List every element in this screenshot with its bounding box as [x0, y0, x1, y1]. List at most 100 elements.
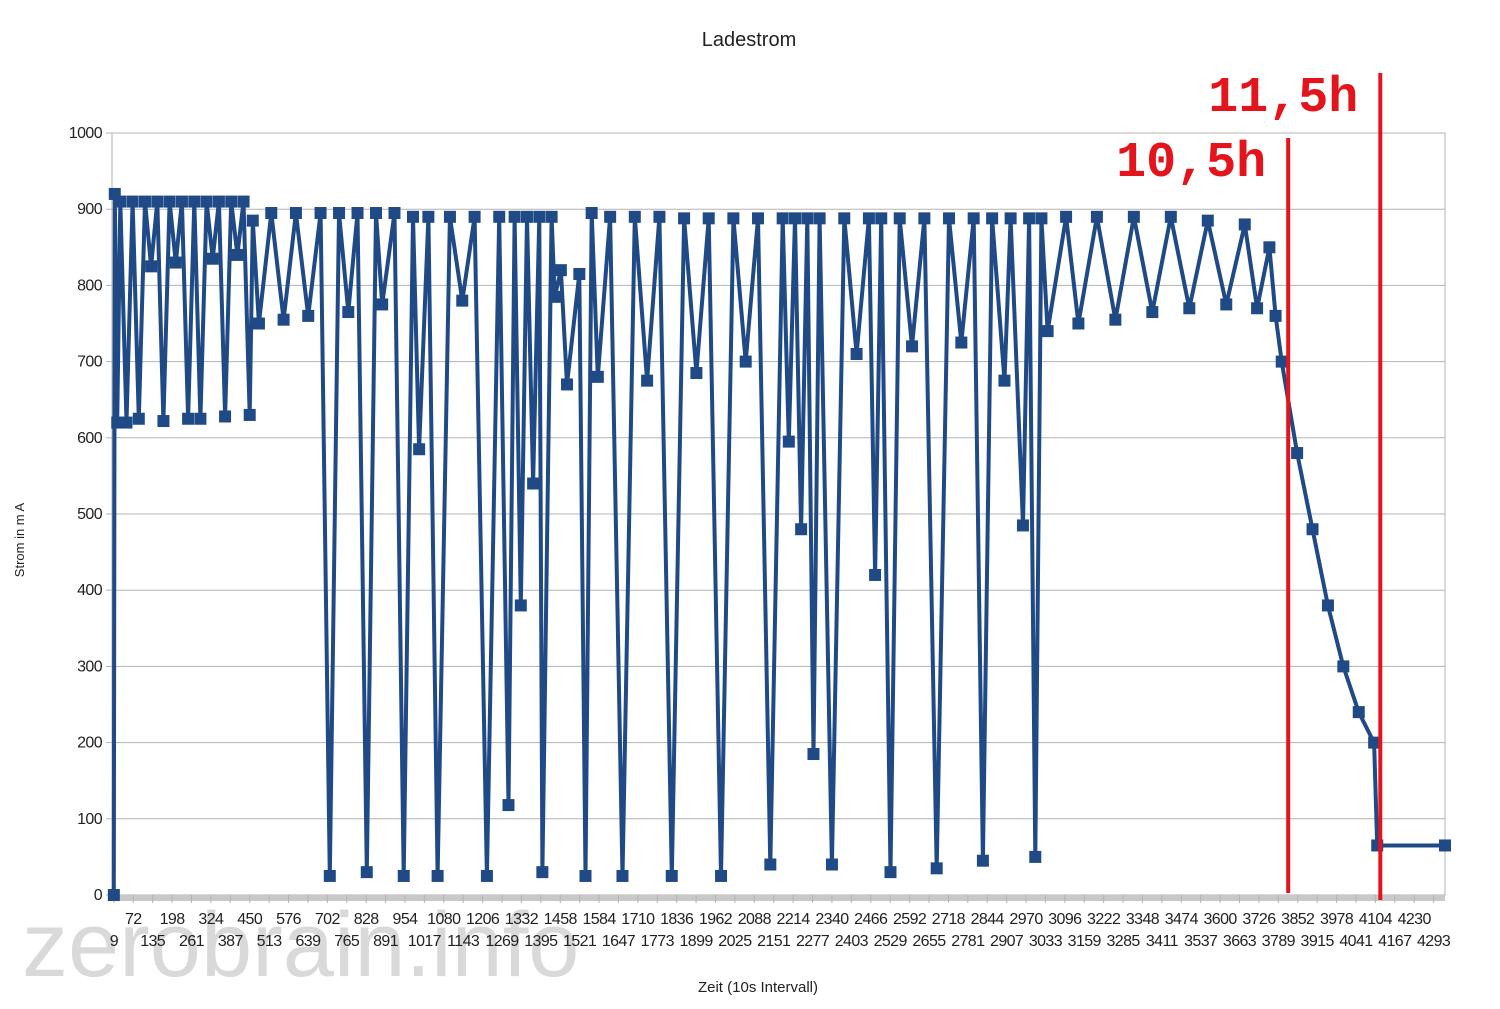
data-point: [151, 195, 164, 208]
data-point: [138, 195, 151, 208]
data-point: [930, 862, 943, 875]
data-point: [616, 869, 629, 882]
data-point: [360, 866, 373, 879]
data-point: [591, 370, 604, 383]
data-point: [918, 212, 931, 225]
data-point: [1306, 523, 1319, 536]
chart-title: Ladestrom: [702, 29, 797, 51]
data-point: [702, 212, 715, 225]
data-point: [388, 207, 401, 220]
x-tick-label: 1584: [582, 911, 616, 928]
x-tick-label: 1647: [602, 933, 636, 950]
data-point: [502, 799, 515, 812]
data-point: [206, 252, 219, 265]
x-tick-label: 2403: [835, 933, 869, 950]
x-tick-label: 1332: [505, 911, 539, 928]
data-point: [376, 298, 389, 311]
x-tick-label: 4104: [1359, 911, 1393, 928]
data-point: [1275, 355, 1288, 368]
data-point: [265, 207, 278, 220]
x-tick-label: 4041: [1339, 933, 1373, 950]
data-point: [727, 212, 740, 225]
data-point: [370, 207, 383, 220]
data-point: [875, 212, 888, 225]
data-point: [1183, 302, 1196, 315]
data-point: [145, 260, 158, 273]
data-point: [456, 294, 469, 307]
data-point: [520, 210, 533, 223]
x-tick-label: 4167: [1378, 933, 1412, 950]
y-tick-label: 500: [77, 506, 103, 523]
x-tick-label: 3033: [1029, 933, 1063, 950]
x-tick-label: 450: [237, 911, 263, 928]
data-point: [1263, 241, 1276, 254]
data-point: [955, 336, 968, 349]
data-point: [1016, 519, 1029, 532]
y-tick-label: 800: [77, 277, 103, 294]
y-tick-label: 400: [77, 582, 103, 599]
data-point: [986, 212, 999, 225]
data-point: [573, 267, 586, 280]
x-axis-band: [112, 895, 1445, 901]
data-point: [788, 212, 801, 225]
data-point: [1291, 447, 1304, 460]
data-point: [1439, 839, 1451, 852]
x-tick-label: 891: [373, 933, 399, 950]
x-tick-label: 2277: [796, 933, 830, 950]
data-point: [1220, 298, 1233, 311]
x-tick-label: 9: [110, 933, 119, 950]
data-point: [1368, 736, 1381, 749]
data-point: [413, 443, 426, 456]
x-tick-label: 765: [334, 933, 360, 950]
data-point: [893, 212, 906, 225]
x-tick-label: 2088: [738, 911, 772, 928]
data-point: [194, 412, 207, 425]
x-tick-label: 2592: [893, 911, 927, 928]
annotation-label: 11,5h: [1208, 70, 1358, 127]
x-tick-label: 3663: [1223, 933, 1257, 950]
annotation-label: 10,5h: [1116, 135, 1266, 192]
data-point: [200, 195, 213, 208]
x-tick-label: 3537: [1184, 933, 1218, 950]
x-tick-label: 135: [140, 933, 166, 950]
data-point: [443, 210, 456, 223]
data-point: [884, 866, 897, 879]
data-point: [628, 210, 641, 223]
data-point: [289, 207, 302, 220]
data-point: [1035, 212, 1048, 225]
data-point: [715, 869, 728, 882]
data-point: [653, 210, 666, 223]
data-point: [585, 207, 598, 220]
series: [107, 187, 1451, 901]
x-tick-label: 4230: [1398, 911, 1432, 928]
data-point: [813, 212, 826, 225]
x-tick-label: 1269: [485, 933, 519, 950]
data-point: [869, 568, 882, 581]
data-point: [107, 889, 120, 901]
data-point: [545, 210, 558, 223]
x-tick-label: 2025: [718, 933, 752, 950]
data-point: [422, 210, 435, 223]
data-point: [1164, 210, 1177, 223]
y-tick-label: 1000: [69, 125, 103, 142]
x-tick-label: 198: [160, 911, 186, 928]
data-point: [225, 195, 238, 208]
x-tick-label: 3789: [1262, 933, 1296, 950]
x-tick-label: 72: [125, 911, 142, 928]
x-tick-label: 1521: [563, 933, 597, 950]
data-point: [967, 212, 980, 225]
data-point: [1269, 309, 1282, 322]
data-point: [862, 212, 875, 225]
data-point: [976, 854, 989, 867]
data-point: [1090, 210, 1103, 223]
data-point: [690, 367, 703, 380]
x-tick-label: 1836: [660, 911, 694, 928]
x-tick-label: 1143: [447, 933, 480, 950]
data-line: [111, 192, 1445, 896]
data-point: [1023, 212, 1036, 225]
x-tick-label: 2466: [854, 911, 888, 928]
data-point: [132, 412, 145, 425]
data-point: [641, 374, 654, 387]
y-tick-label: 600: [77, 430, 103, 447]
